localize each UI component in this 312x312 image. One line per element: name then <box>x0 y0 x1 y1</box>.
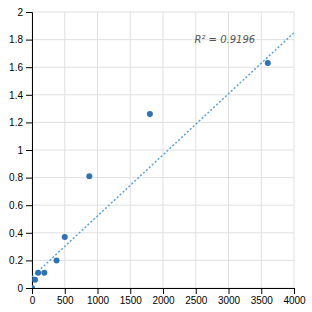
trendline <box>32 33 294 277</box>
y-tick-mark <box>26 12 32 13</box>
y-tick-label: 1.8 <box>9 34 23 45</box>
y-tick-mark <box>26 40 32 41</box>
x-tick-label: 0 <box>30 295 36 306</box>
x-tick-label: 1500 <box>120 295 143 306</box>
grid-line-y <box>32 150 294 151</box>
x-tick: 1500 <box>120 288 143 306</box>
grid-line-y <box>32 94 294 95</box>
y-tick-mark <box>26 67 32 68</box>
x-tick-mark <box>294 288 295 294</box>
point <box>41 270 47 276</box>
x-tick: 3500 <box>251 288 274 306</box>
x-tick-mark <box>98 288 99 294</box>
marks <box>32 33 294 288</box>
grid-line-y <box>32 260 294 261</box>
point <box>54 257 60 263</box>
grid <box>32 12 294 288</box>
point <box>32 285 35 288</box>
grid-line-y <box>32 12 294 13</box>
y-tick: 2 <box>17 7 32 18</box>
x-tick: 500 <box>57 288 74 306</box>
annotation: R² = 0.9196 <box>194 34 255 45</box>
grid-line-y <box>32 177 294 178</box>
y-tick-label: 1 <box>17 145 23 156</box>
y-tick-label: 2 <box>17 7 23 18</box>
y-tick: 1.2 <box>9 117 32 128</box>
y-tick-mark <box>26 205 32 206</box>
y-tick-label: 0 <box>17 283 23 294</box>
point <box>62 234 68 240</box>
y-tick-mark <box>26 233 32 234</box>
x-tick-mark <box>229 288 230 294</box>
y-tick-label: 0.4 <box>9 228 23 239</box>
y-tick: 0.6 <box>9 200 32 211</box>
y-tick-mark <box>26 122 32 123</box>
x-tick: 2000 <box>152 288 175 306</box>
y-tick-mark <box>26 150 32 151</box>
y-tick-label: 1.4 <box>9 90 23 101</box>
x-tick-mark <box>163 288 164 294</box>
y-tick-label: 1.2 <box>9 117 23 128</box>
x-tick-label: 2000 <box>152 295 175 306</box>
grid-line-y <box>32 67 294 68</box>
y-tick: 1.6 <box>9 62 32 73</box>
grid-line-y <box>32 122 294 123</box>
x-tick: 0 <box>30 288 36 306</box>
x-tick: 1000 <box>87 288 110 306</box>
point <box>147 111 153 117</box>
x-axis-line <box>33 289 295 295</box>
y-tick-mark <box>26 288 32 289</box>
x-tick-mark <box>65 288 66 294</box>
y-tick-label: 0.2 <box>9 255 23 266</box>
y-tick: 0.2 <box>9 255 32 266</box>
x-tick-label: 4000 <box>283 295 306 306</box>
x-tick-label: 2500 <box>185 295 208 306</box>
point <box>86 173 92 179</box>
y-tick-label: 0.8 <box>9 172 23 183</box>
y-tick: 1.4 <box>9 90 32 101</box>
x-tick-label: 500 <box>57 295 74 306</box>
y-tick-mark <box>26 95 32 96</box>
x-tick: 2500 <box>185 288 208 306</box>
point <box>265 60 271 66</box>
x-axis: 0 500 1000 1500 2000 2500 3000 3500 4000 <box>30 288 306 306</box>
x-tick: 3000 <box>218 288 241 306</box>
y-tick-mark <box>26 260 32 261</box>
y-axis-line <box>26 13 33 289</box>
point <box>35 270 41 276</box>
y-tick-label: 0.6 <box>9 200 23 211</box>
x-tick-mark <box>261 288 262 294</box>
y-axis: 0 0.2 0.4 0.6 0.8 1 1.2 1.4 1.6 1.8 2 <box>9 7 32 294</box>
y-tick-mark <box>26 178 32 179</box>
y-tick: 1 <box>17 145 32 156</box>
point <box>32 277 38 283</box>
y-tick: 0 <box>17 283 32 294</box>
y-tick: 1.8 <box>9 34 32 45</box>
y-tick-label: 1.6 <box>9 62 23 73</box>
chart: 0500100015002000250030003500400000.20.40… <box>0 0 312 312</box>
x-tick: 4000 <box>283 288 306 306</box>
grid-line-y <box>32 205 294 206</box>
y-tick: 0.8 <box>9 172 32 183</box>
y-tick: 0.4 <box>9 228 32 239</box>
x-tick-mark <box>196 288 197 294</box>
x-tick-label: 3000 <box>218 295 241 306</box>
plot-area: 0500100015002000250030003500400000.20.40… <box>9 7 306 306</box>
grid-line-y <box>32 232 294 233</box>
x-tick-mark <box>130 288 131 294</box>
x-tick-label: 1000 <box>87 295 110 306</box>
x-tick-label: 3500 <box>251 295 274 306</box>
